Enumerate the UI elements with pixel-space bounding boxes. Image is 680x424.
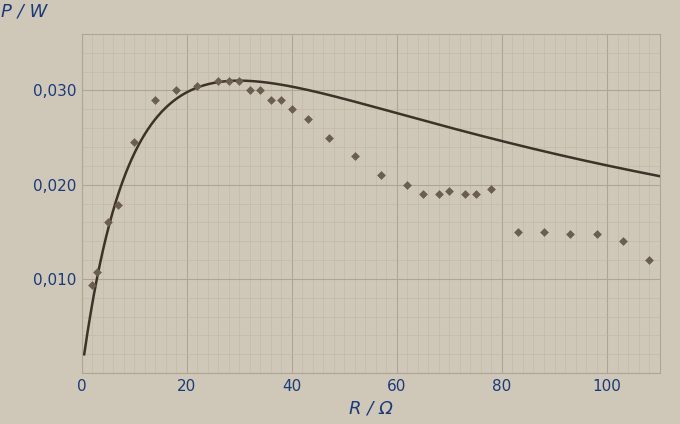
Point [512,229,523,235]
X-axis label: R / Ω: R / Ω [349,399,392,417]
Point [375,172,386,179]
Point [286,106,297,113]
Point [418,191,428,198]
Point [129,139,139,146]
Point [113,202,124,209]
Point [86,281,97,288]
Point [150,97,160,103]
Point [171,87,182,94]
Y-axis label: P / W: P / W [1,3,47,20]
Point [591,230,602,237]
Point [350,153,360,160]
Point [244,87,255,94]
Point [617,238,628,245]
Point [192,82,203,89]
Point [471,191,481,198]
Point [213,78,224,84]
Point [486,186,497,193]
Point [234,78,245,84]
Point [103,219,114,226]
Point [276,97,287,103]
Point [255,87,266,94]
Point [92,269,103,276]
Point [265,97,276,103]
Point [644,257,655,263]
Point [539,229,549,235]
Point [565,230,576,237]
Point [433,191,444,198]
Point [223,78,234,84]
Point [402,181,413,188]
Point [323,134,334,141]
Point [302,115,313,122]
Point [460,191,471,198]
Point [444,188,455,195]
